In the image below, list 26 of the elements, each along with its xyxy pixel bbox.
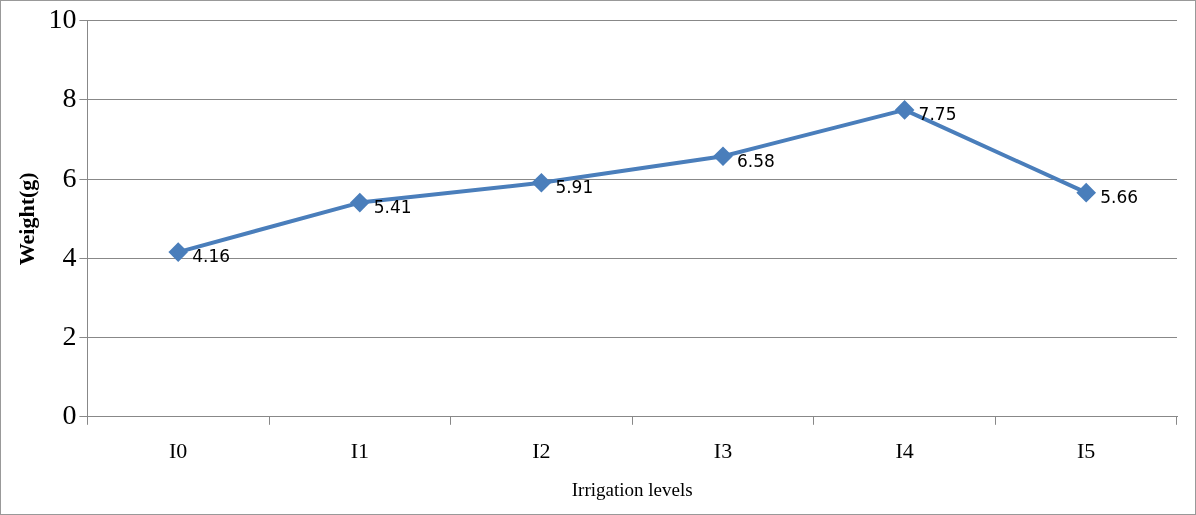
data-label: 5.91 xyxy=(555,177,594,198)
point xyxy=(169,243,188,262)
y-tick-label: 4 xyxy=(62,240,77,272)
point xyxy=(714,147,732,166)
x-tick-label: I5 xyxy=(1077,437,1096,463)
x-tick-label: I2 xyxy=(532,437,551,463)
x-tick-label: I4 xyxy=(895,437,914,463)
data-label: 4.16 xyxy=(192,246,231,267)
y-tick-label: 0 xyxy=(62,399,77,431)
y-tick-label: 2 xyxy=(62,319,77,351)
y-tick-label: 6 xyxy=(62,161,77,193)
point xyxy=(532,173,551,192)
point xyxy=(895,100,914,119)
y-tick-label: 8 xyxy=(62,82,77,114)
x-axis-title: Irrigation levels xyxy=(571,478,693,500)
x-tick-label: I1 xyxy=(350,437,369,463)
data-label: 7.75 xyxy=(918,104,957,125)
data-label: 6.58 xyxy=(737,150,775,171)
x-tick-label: I3 xyxy=(713,437,733,463)
y-axis-title: Weight(g) xyxy=(13,172,39,266)
point xyxy=(350,193,369,212)
point xyxy=(1077,183,1096,202)
data-label: 5.66 xyxy=(1100,187,1139,208)
y-tick-label: 10 xyxy=(48,3,77,35)
data-label: 5.41 xyxy=(373,196,412,217)
x-tick-label: I0 xyxy=(169,437,188,463)
